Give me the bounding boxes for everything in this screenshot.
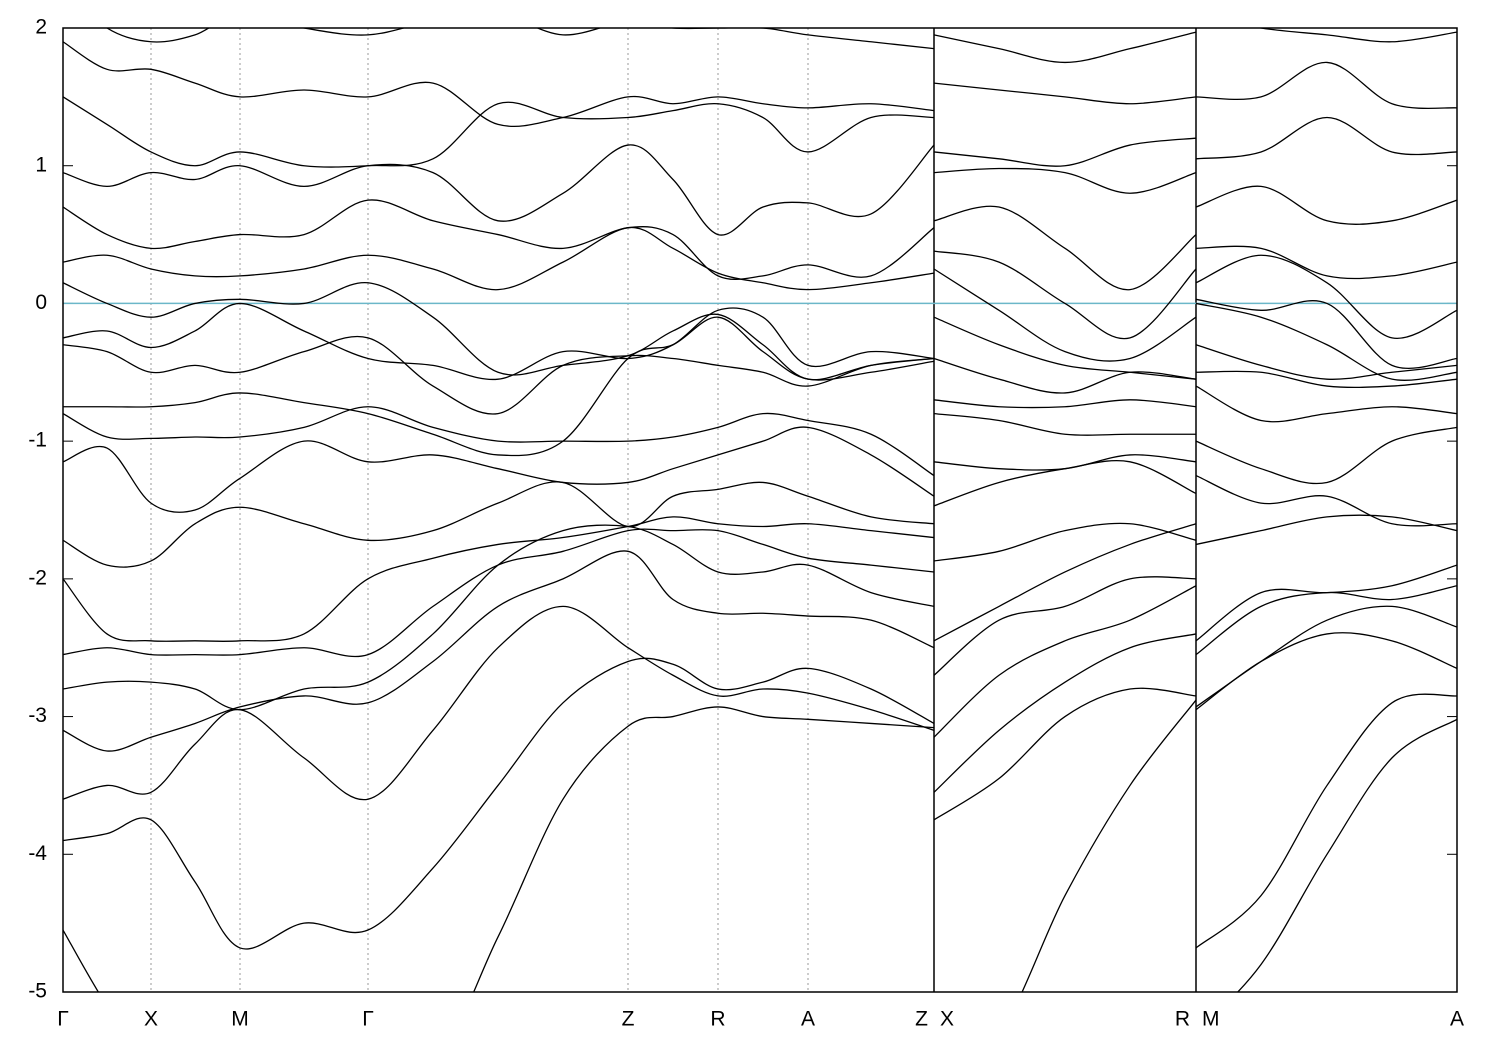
band-line [63,459,1457,568]
band-line [63,316,1457,457]
x-tick-label: X [144,1008,158,1031]
band-line [63,550,1457,752]
plot-frame [62,27,1458,993]
bands [63,28,1457,992]
band-line [63,657,1457,950]
x-tick-label: R [710,1008,725,1031]
band-line [63,41,1457,128]
y-tick-label: -2 [28,566,47,589]
x-tick-label: Z [915,1008,928,1031]
x-tick-label: Z [622,1008,635,1031]
x-tick-label: A [1450,1008,1464,1031]
y-tick-label: 0 [35,291,47,314]
y-tick-label: -5 [28,980,47,1003]
y-tick-label: -4 [28,842,47,865]
band-line [63,524,1457,711]
band-line [63,385,1457,477]
x-tick-label: X [940,1008,954,1031]
x-tick-label: A [801,1008,815,1031]
band-line [63,426,1457,514]
band-line [63,268,1457,381]
band-line [63,699,1457,992]
band-line [63,144,1457,236]
band-line [63,302,1457,381]
x-tick-label: M [1202,1008,1220,1031]
band-line [63,96,1457,168]
band-line [63,523,1457,658]
band-line [63,199,1457,291]
x-tick-label: R [1175,1008,1190,1031]
y-tick-label: 2 [35,16,47,39]
x-tick-label: Γ [57,1008,69,1031]
band-line [63,226,1457,340]
band-line [63,335,1457,415]
band-line [63,605,1457,801]
x-tick-label: M [231,1008,249,1031]
band-line [105,28,1457,64]
y-tick-label: 1 [35,153,47,176]
x-tick-label: Γ [362,1008,374,1031]
band-line [63,514,1457,642]
y-tick-label: -1 [28,429,47,452]
y-tick-label: -3 [28,704,47,727]
